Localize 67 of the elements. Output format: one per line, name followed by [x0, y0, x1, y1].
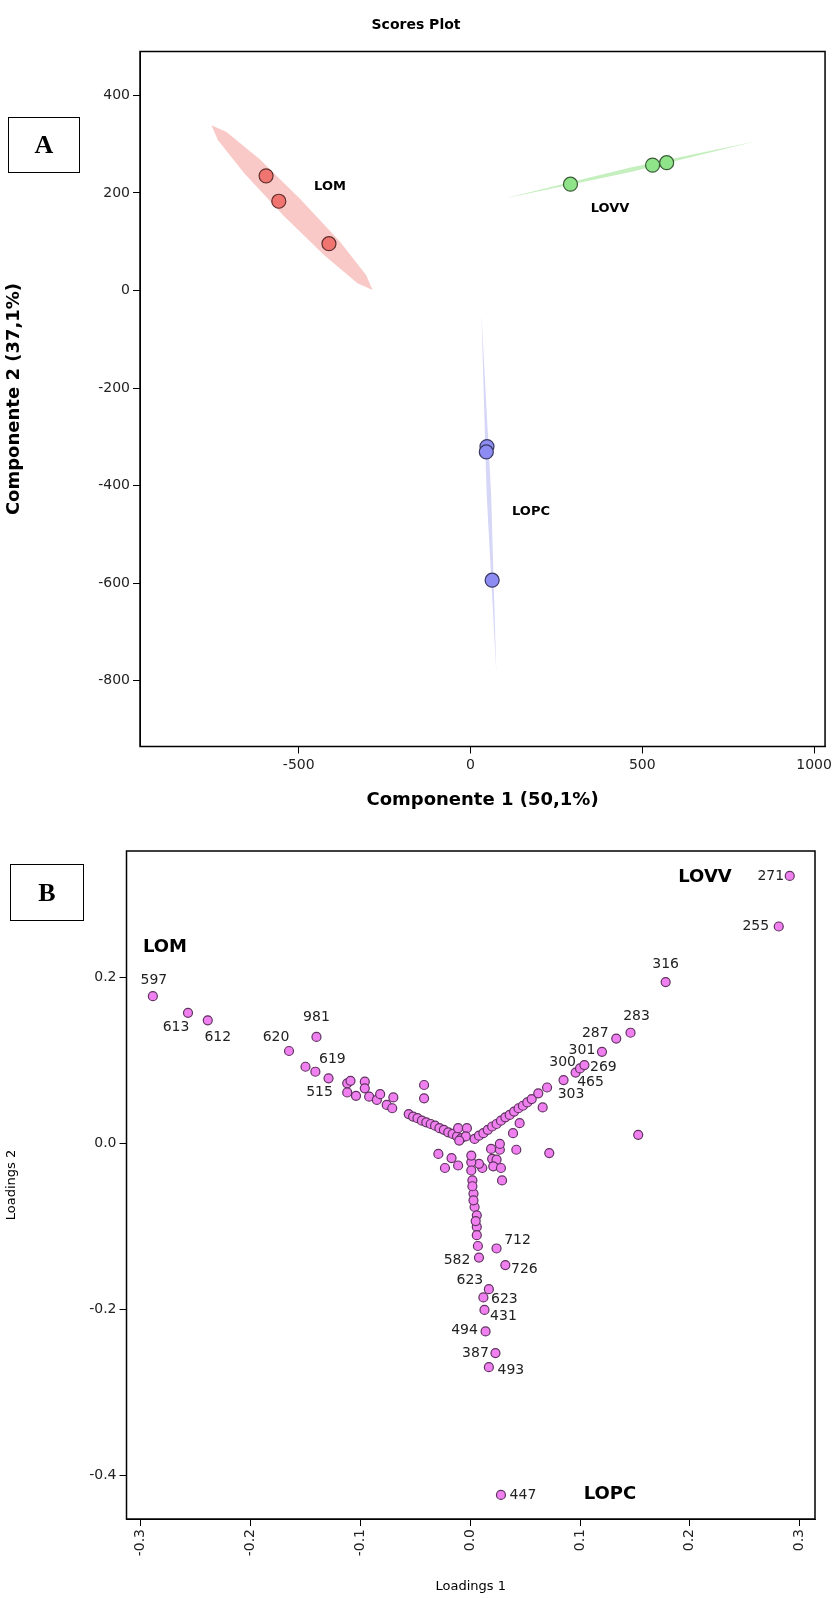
chart-title: Scores Plot [371, 16, 461, 33]
point [659, 155, 675, 171]
annotation: 582 [443, 1251, 471, 1268]
point [562, 176, 579, 192]
text: A [8, 117, 80, 173]
annotation: 269 [590, 1057, 617, 1074]
x-tick-label: 1000 [796, 755, 832, 772]
annotation: 387 [462, 1343, 489, 1360]
annotation: LOPC [512, 503, 550, 519]
annotation: LOM [314, 178, 346, 194]
x-tick-label: 0 [466, 755, 475, 772]
point [258, 168, 274, 184]
annotation: LOPC [583, 1481, 637, 1503]
y-tick-label: -800 [98, 671, 130, 688]
annotation: 726 [510, 1259, 538, 1276]
x-tick-label: -0.2 [241, 1529, 258, 1557]
x-tick-label: -0.3 [131, 1529, 148, 1557]
y-axis-title: Componente 2 (37,1%) [2, 282, 24, 516]
point [478, 444, 494, 460]
annotation: 619 [319, 1050, 346, 1067]
annotation: 597 [140, 970, 168, 987]
point [484, 572, 500, 588]
y-tick-label: 400 [103, 86, 130, 103]
annotation: 712 [504, 1231, 531, 1248]
annotation: 623 [456, 1270, 484, 1287]
y-tick-label: -600 [98, 573, 130, 590]
x-axis-title: Componente 1 (50,1%) [366, 787, 599, 809]
annotation: 612 [204, 1027, 232, 1044]
y-tick-label: -400 [98, 476, 130, 493]
annotation: 283 [623, 1007, 650, 1024]
annotation: 620 [262, 1027, 290, 1044]
text: B [10, 864, 84, 921]
annotation: LOVV [590, 200, 630, 216]
y-tick-label: -0.2 [89, 1299, 117, 1316]
annotation: 316 [652, 954, 680, 971]
point [644, 157, 661, 173]
y-tick-label: 0.0 [94, 1133, 117, 1150]
point [321, 236, 337, 252]
annotation: 623 [491, 1290, 518, 1307]
y-tick-label: -0.4 [89, 1465, 117, 1482]
annotation: LOM [142, 934, 188, 956]
annotation: 981 [303, 1007, 330, 1024]
annotation: 431 [490, 1306, 517, 1323]
annotation: 515 [306, 1083, 333, 1100]
annotation: 613 [162, 1018, 190, 1035]
y-tick-label: -200 [98, 378, 130, 395]
annotation: 494 [451, 1321, 479, 1338]
x-tick-label: 0.0 [460, 1529, 477, 1552]
annotation: 271 [757, 866, 785, 883]
annotation: 493 [497, 1360, 525, 1377]
x-tick-label: -0.1 [351, 1529, 368, 1557]
annotation: LOVV [678, 864, 732, 886]
x-tick-label: 0.3 [790, 1529, 807, 1552]
annotation: 287 [581, 1024, 609, 1041]
annotation: 447 [509, 1485, 537, 1502]
x-tick-label: 0.1 [570, 1529, 587, 1552]
x-tick-label: 500 [628, 755, 656, 772]
y-tick-label: 200 [103, 183, 130, 200]
point [271, 193, 287, 209]
annotation: 255 [742, 917, 770, 934]
x-axis-title: Loadings 1 [435, 1577, 506, 1593]
y-tick-label: 0.2 [94, 967, 117, 984]
x-tick-label: 0.2 [680, 1529, 697, 1552]
annotation: 300 [549, 1053, 576, 1070]
y-axis-title: Loadings 2 [3, 1149, 19, 1221]
y-tick-label: 0 [121, 281, 130, 298]
x-tick-label: -500 [282, 755, 315, 772]
